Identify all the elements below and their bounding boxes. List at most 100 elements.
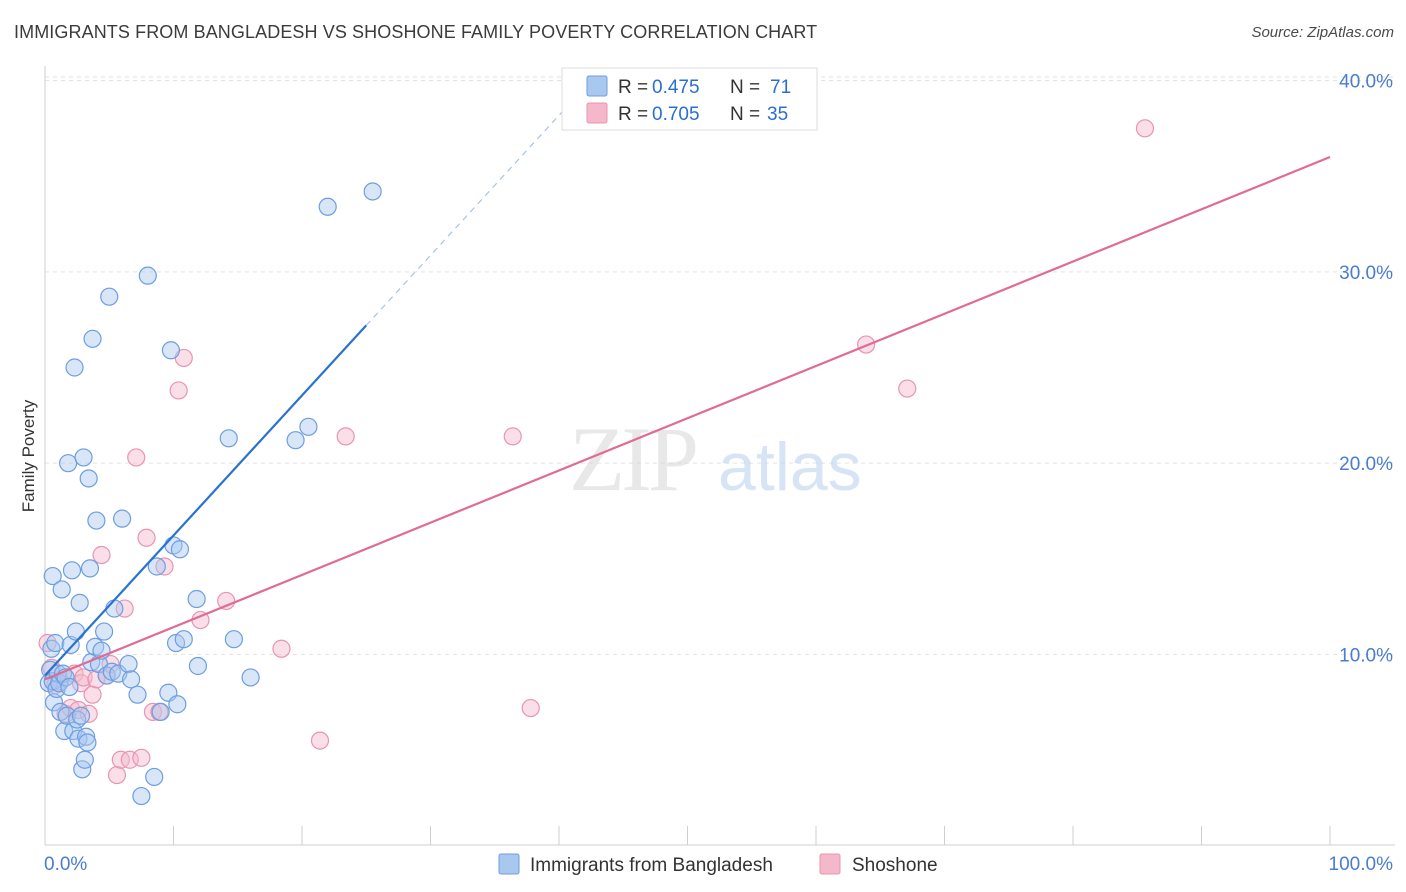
y-tick-label: 20.0% <box>1339 454 1393 475</box>
shoshone-point <box>127 448 146 467</box>
bangladesh-point <box>52 580 71 599</box>
shoshone-point <box>143 702 163 722</box>
bangladesh-point <box>145 767 164 787</box>
shoshone-point <box>310 731 330 750</box>
bangladesh-point <box>105 599 124 618</box>
bangladesh-point <box>79 469 98 488</box>
x-tick-label: 100.0% <box>1329 854 1394 875</box>
bangladesh-point <box>62 561 82 580</box>
bangladesh-point <box>188 656 208 676</box>
shoshone-point <box>137 528 156 547</box>
watermark-zip: ZIP <box>569 408 696 510</box>
legend-pink-n-label: N = <box>730 104 760 125</box>
bangladesh-point <box>102 662 121 681</box>
bangladesh-point <box>147 557 166 576</box>
series-legend-blue-swatch <box>498 853 520 875</box>
bangladesh-point <box>121 670 141 689</box>
legend-blue-r-value: 0.475 <box>652 77 700 98</box>
chart-source: Source: ZipAtlas.com <box>1251 24 1394 41</box>
bangladesh-point <box>286 431 305 450</box>
bangladesh-point <box>46 633 65 653</box>
legend-blue-swatch <box>586 75 608 97</box>
bangladesh-point <box>219 429 238 448</box>
shoshone-point <box>132 748 151 767</box>
grid-lines <box>45 76 1395 655</box>
shoshone-point <box>83 685 102 704</box>
bangladesh-point <box>83 329 102 348</box>
shoshone-point <box>169 381 188 400</box>
bangladesh-point <box>57 706 76 725</box>
y-tick-label: 40.0% <box>1339 72 1393 93</box>
series-legend-blue-label: Immigrants from Bangladesh <box>530 855 773 876</box>
shoshone-point <box>155 557 174 576</box>
shoshone-point <box>115 599 134 618</box>
bangladesh-point <box>119 654 138 674</box>
bangladesh-point <box>187 589 206 609</box>
shoshone-point <box>120 750 139 769</box>
legend-blue-r-label: R = <box>618 77 648 98</box>
bangladesh-point <box>318 197 337 216</box>
shoshone-point <box>521 698 540 718</box>
shoshone-point <box>336 427 355 446</box>
bangladesh-point <box>77 727 96 746</box>
legend-pink-n-value: 35 <box>767 104 788 125</box>
shoshone-point <box>898 379 917 398</box>
bangladesh-point <box>299 417 318 436</box>
bangladesh-trend-line <box>44 324 368 677</box>
shoshone-point <box>503 427 522 446</box>
legend-pink-r-label: R = <box>618 104 648 125</box>
bangladesh-point <box>75 750 94 769</box>
bangladesh-point <box>70 593 89 612</box>
bangladesh-point <box>112 509 132 528</box>
bangladesh-point <box>224 630 243 649</box>
bangladesh-point <box>71 706 91 725</box>
bangladesh-point <box>168 695 187 714</box>
bangladesh-point <box>128 685 147 704</box>
watermark: ZIP atlas <box>569 408 862 510</box>
watermark-atlas: atlas <box>718 429 862 505</box>
bangladesh-point <box>138 266 157 285</box>
bangladesh-point <box>59 454 78 473</box>
shoshone-point <box>272 639 291 658</box>
legend-pink-swatch <box>586 102 608 124</box>
bangladesh-point <box>170 540 190 559</box>
bangladesh-point <box>161 341 181 360</box>
bangladesh-point <box>174 630 193 649</box>
bangladesh-points <box>39 182 382 806</box>
bangladesh-point <box>132 786 151 806</box>
legend-stats: R = 0.475 N = 71 R = 0.705 N = 35 <box>561 67 818 131</box>
bangladesh-point <box>43 566 62 586</box>
series-legend-pink-swatch <box>819 853 841 875</box>
bangladesh-point <box>95 622 114 641</box>
bangladesh-point <box>87 511 106 530</box>
legend-blue-n-label: N = <box>730 77 760 98</box>
legend-blue-n-value: 71 <box>770 77 791 98</box>
axes <box>44 66 1395 846</box>
y-axis-label: Family Poverty <box>19 399 38 512</box>
bangladesh-point <box>151 702 170 722</box>
shoshone-point <box>1135 119 1155 138</box>
bangladesh-point <box>241 668 260 687</box>
bangladesh-point <box>363 182 382 201</box>
y-tick-label: 30.0% <box>1339 263 1393 284</box>
bangladesh-point <box>100 287 119 306</box>
chart-title: IMMIGRANTS FROM BANGLADESH VS SHOSHONE F… <box>14 22 818 42</box>
legend-pink-r-value: 0.705 <box>652 104 700 125</box>
bangladesh-point <box>78 733 97 752</box>
y-tick-label: 10.0% <box>1339 646 1393 667</box>
series-legend-pink-label: Shoshone <box>852 855 938 876</box>
bangladesh-point <box>66 622 85 641</box>
bangladesh-point <box>60 677 79 697</box>
series-legend: Immigrants from Bangladesh Shoshone <box>498 853 938 876</box>
shoshone-trend-line <box>44 156 1331 681</box>
x-tick-label: 0.0% <box>44 854 87 875</box>
shoshone-point <box>92 545 111 565</box>
shoshone-point <box>107 765 127 785</box>
bangladesh-trend-extension <box>365 86 586 326</box>
bangladesh-point <box>74 448 93 467</box>
tick-labels: 10.0% 20.0% 30.0% 40.0% 0.0% 100.0% <box>44 72 1393 876</box>
bangladesh-point <box>61 635 80 655</box>
bangladesh-point <box>80 559 100 578</box>
trend-lines <box>44 86 1331 681</box>
